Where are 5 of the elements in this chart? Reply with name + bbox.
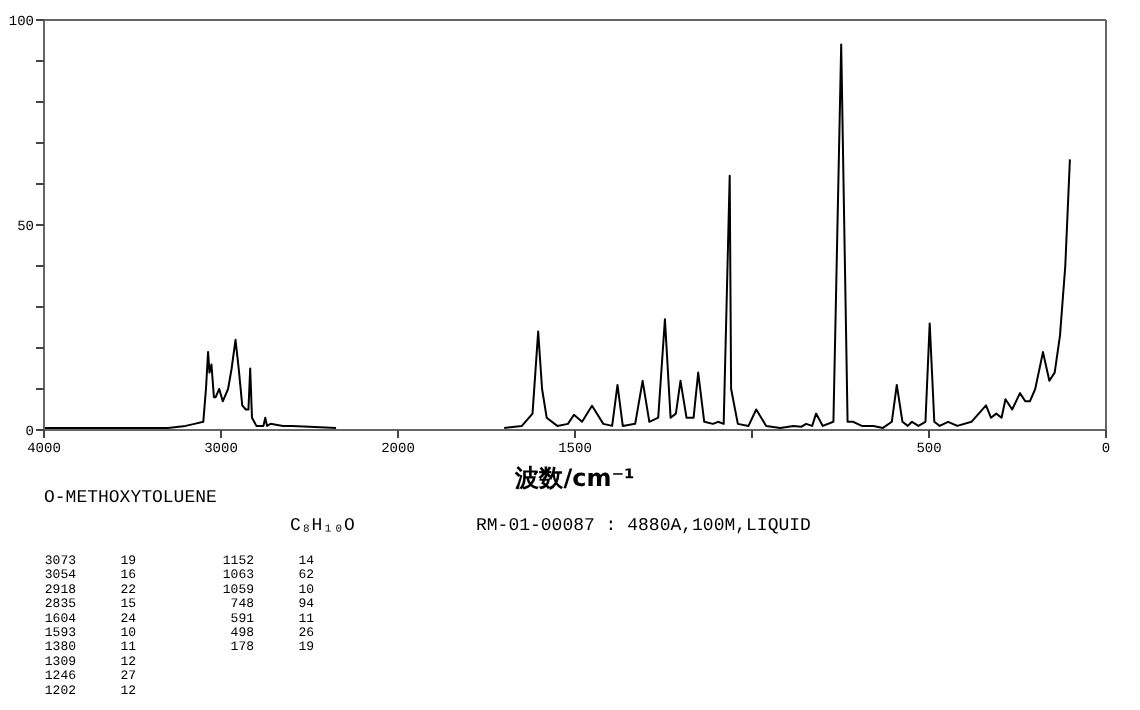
text: O-METHOXYTOLUENE	[44, 488, 217, 508]
line-series	[43, 338, 338, 429]
text: C₈H₁₀O	[290, 516, 355, 536]
x-axis-title: 波数/cm⁻¹	[513, 464, 635, 492]
text: RM-01-00087 : 4880A,100M,LIQUID	[476, 516, 811, 536]
